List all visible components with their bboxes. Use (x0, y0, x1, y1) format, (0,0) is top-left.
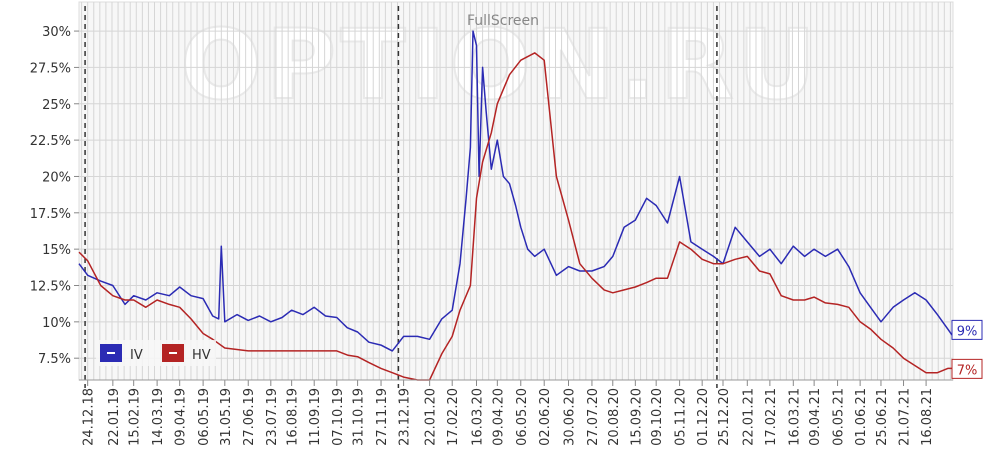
x-tick-label: 09.10.20 (650, 388, 665, 446)
x-tick-label: 27.11.19 (375, 388, 390, 446)
x-tick-label: 24.12.18 (82, 388, 97, 446)
x-tick-label: 15.09.20 (629, 388, 644, 446)
y-tick-label: 12.5% (30, 280, 71, 295)
x-tick-label: 23.12.19 (398, 388, 413, 446)
legend: IV HV (96, 340, 216, 366)
x-tick-label: 09.04.21 (808, 388, 823, 446)
end-label-box-iv (951, 319, 983, 340)
x-tick-label: 25.12.20 (717, 388, 732, 446)
vertical-markers (84, 6, 718, 388)
y-tick-label: 25% (42, 98, 71, 113)
x-tick-label: 16.03.20 (471, 388, 486, 446)
x-tick-label: 06.05.21 (832, 388, 847, 446)
x-tick-label: 22.01.19 (107, 388, 122, 446)
x-tick-label: 21.07.21 (898, 388, 913, 446)
end-label-hv: 7% (957, 363, 978, 378)
y-gridlines (79, 30, 953, 359)
x-tick-label: 05.11.20 (674, 388, 689, 446)
y-tick-label: 22.5% (30, 134, 71, 149)
x-tick-label: 16.08.21 (920, 388, 935, 446)
x-tick-label: 27.06.19 (242, 388, 257, 446)
y-axis-ticks: 7.5% 10% 12.5% 15% 17.5% 20% 22.5% 25% 27.5% 30% (30, 25, 79, 367)
y-tick-label: 20% (42, 170, 71, 185)
x-tick-label: 09.04.19 (174, 388, 189, 446)
end-label-iv: 9% (957, 324, 978, 339)
x-tick-label: 17.02.20 (446, 388, 461, 446)
end-label-box-hv (951, 358, 983, 379)
x-tick-label: 27.07.20 (586, 388, 601, 446)
x-tick-label: 15.02.19 (128, 388, 143, 446)
series-line-hv (78, 52, 953, 381)
x-tick-label: 16.08.19 (286, 388, 301, 446)
x-tick-label: 23.07.19 (265, 388, 280, 446)
series-layer (78, 30, 954, 381)
x-tick-label: 16.03.21 (787, 388, 802, 446)
fullscreen-button[interactable]: FullScreen (467, 13, 539, 29)
series-line-iv (78, 30, 954, 352)
x-tick-label: 31.05.19 (219, 388, 234, 446)
y-tick-label: 27.5% (30, 61, 71, 76)
x-tick-label: 06.05.19 (197, 388, 212, 446)
x-tick-label: 22.01.21 (741, 388, 756, 446)
x-tick-label: 22.01.20 (424, 388, 439, 446)
x-tick-label: 25.06.21 (875, 388, 890, 446)
x-tick-label: 07.10.19 (331, 388, 346, 446)
x-tick-label: 31.10.19 (352, 388, 367, 446)
y-tick-label: 10% (42, 316, 71, 331)
end-labels: 9% 7% (951, 319, 983, 379)
legend-label-iv: IV (130, 348, 143, 363)
x-tick-label: 01.12.20 (696, 388, 711, 446)
x-tick-label: 17.02.21 (764, 388, 779, 446)
x-gridlines (81, 2, 951, 380)
y-tick-label: 17.5% (30, 207, 71, 222)
y-tick-label: 30% (42, 25, 71, 40)
x-tick-label: 02.06.20 (538, 388, 553, 446)
x-tick-label: 20.08.20 (607, 388, 622, 446)
legend-label-hv: HV (192, 348, 211, 363)
x-tick-label: 06.05.20 (515, 388, 530, 446)
y-tick-label: 15% (42, 243, 71, 258)
y-tick-label: 7.5% (38, 352, 71, 367)
x-tick-label: 11.09.19 (308, 388, 323, 446)
x-tick-label: 14.03.19 (151, 388, 166, 446)
x-tick-label: 01.06.21 (854, 388, 869, 446)
x-axis-ticks: 24.12.18 22.01.19 15.02.19 14.03.19 09.04.19… (82, 380, 935, 446)
x-tick-label: 30.06.20 (563, 388, 578, 446)
x-tick-label: 09.04.20 (491, 388, 506, 446)
